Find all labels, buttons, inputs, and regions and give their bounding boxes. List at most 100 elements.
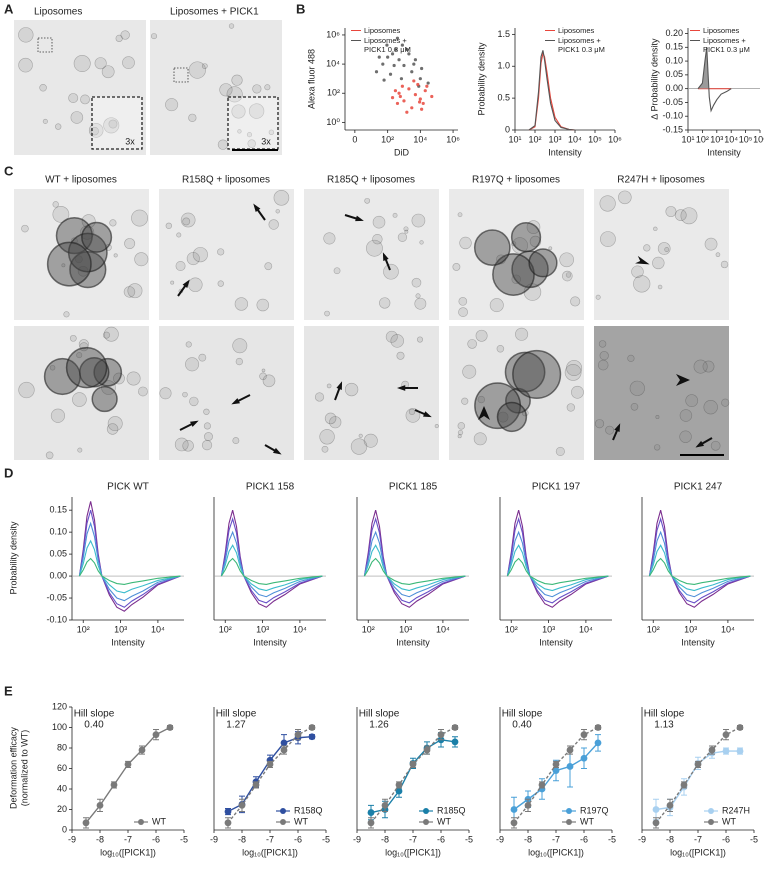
- vesicle: [457, 429, 464, 436]
- line: [506, 557, 609, 585]
- vesicle: [618, 190, 632, 205]
- vesicle: [50, 408, 66, 423]
- micrograph: [594, 326, 730, 460]
- aggregate: [93, 357, 123, 387]
- vesicle: [203, 422, 211, 430]
- legend-label: Liposomes + PICK1 0.3 μM: [703, 36, 750, 54]
- vesicle: [120, 30, 130, 40]
- vesicle: [126, 371, 141, 386]
- vesicle: [217, 139, 229, 150]
- vesicle: [188, 113, 197, 122]
- vesicle: [77, 447, 83, 453]
- x-tick-label: -6: [580, 834, 588, 844]
- x-tick-label: -8: [666, 834, 674, 844]
- vesicle: [703, 399, 718, 415]
- legend-swatch-marker: [708, 808, 714, 814]
- x-tick-label: 10⁵: [739, 134, 753, 144]
- legend-swatch-marker: [280, 808, 286, 814]
- line: [506, 544, 609, 592]
- vesicle: [344, 382, 359, 397]
- y-tick-label: 0: [62, 824, 67, 834]
- marker: [451, 738, 459, 746]
- line: [220, 557, 323, 585]
- marker: [722, 731, 730, 739]
- marker: [666, 802, 674, 809]
- line: [648, 557, 751, 585]
- line: [220, 517, 323, 604]
- vesicle: [78, 339, 89, 350]
- vesicle: [685, 394, 699, 408]
- x-tick-label: 10²: [647, 624, 660, 634]
- panel-letter: C: [4, 163, 14, 178]
- vesicle: [131, 209, 148, 227]
- line: [78, 539, 181, 594]
- vesicle: [198, 353, 207, 362]
- scatter-point: [395, 36, 400, 40]
- vesicle: [403, 226, 409, 232]
- y-tick-label: -0.05: [662, 97, 683, 107]
- arrow-head: [695, 440, 704, 448]
- inset-label: 3x: [261, 136, 271, 146]
- marker: [580, 731, 588, 739]
- y-tick-label: 0.00: [665, 83, 683, 93]
- y-tick-label: 60: [57, 763, 67, 773]
- scatter-point: [425, 84, 429, 88]
- vesicle: [664, 247, 670, 252]
- vesicle: [188, 277, 203, 292]
- marker: [138, 746, 146, 754]
- scatter-point: [402, 99, 406, 103]
- vesicle: [127, 283, 143, 299]
- legend-box: Liposomes Liposomes + PICK1 0.3 μM: [545, 26, 619, 54]
- vesicle: [248, 103, 265, 119]
- x-tick-label: 10⁴: [568, 134, 582, 144]
- legend-swatch-marker: [566, 819, 572, 825]
- y-axis-label: Deformation efficacy: [8, 727, 18, 809]
- y-tick-label: 10⁰: [326, 117, 340, 127]
- scatter-point: [405, 110, 409, 114]
- marker: [680, 781, 688, 789]
- vesicle: [627, 354, 635, 362]
- vesicle: [261, 368, 266, 373]
- line: [78, 501, 181, 612]
- aggregate: [81, 221, 113, 253]
- vesicle: [201, 440, 213, 451]
- x-tick-label: -7: [552, 834, 560, 844]
- x-tick-label: 10²: [77, 624, 90, 634]
- legend-swatch: [690, 30, 700, 31]
- vesicle: [657, 284, 663, 290]
- vesicle: [680, 207, 698, 225]
- marker: [552, 761, 560, 768]
- x-tick-label: -6: [722, 834, 730, 844]
- vesicle: [39, 83, 47, 92]
- x-tick-label: 10¹: [508, 134, 521, 144]
- y-tick-label: -0.05: [46, 592, 67, 602]
- vesicle: [599, 195, 616, 212]
- micrograph: [449, 326, 584, 460]
- x-tick-label: 10³: [710, 134, 723, 144]
- vesicle: [324, 412, 337, 425]
- legend-entry: Liposomes + PICK1 0.3 μM: [690, 36, 764, 54]
- vesicle: [366, 239, 383, 257]
- vesicle: [18, 381, 35, 399]
- legend-label: Liposomes + PICK1 0.3 μM: [364, 36, 411, 54]
- x-tick-label: 10⁶: [446, 134, 460, 144]
- area: [698, 47, 709, 89]
- marker: [510, 819, 518, 827]
- vesicle: [326, 383, 332, 389]
- x-tick-label: 10¹: [681, 134, 694, 144]
- vesicle: [124, 238, 136, 250]
- vesicle: [45, 451, 54, 460]
- vesicle: [113, 253, 118, 258]
- chart-title: PICK1 158: [246, 482, 295, 493]
- vesicle: [204, 432, 213, 442]
- vesicle: [256, 298, 270, 312]
- vesicle: [555, 446, 565, 456]
- vesicle: [21, 224, 29, 233]
- legend-label: WT: [152, 816, 166, 826]
- vesicle: [416, 336, 424, 343]
- marker: [224, 819, 232, 827]
- marker: [736, 724, 744, 731]
- vesicle: [665, 206, 677, 218]
- vesicle: [461, 397, 469, 405]
- image-title: R197Q + liposomes: [472, 175, 560, 186]
